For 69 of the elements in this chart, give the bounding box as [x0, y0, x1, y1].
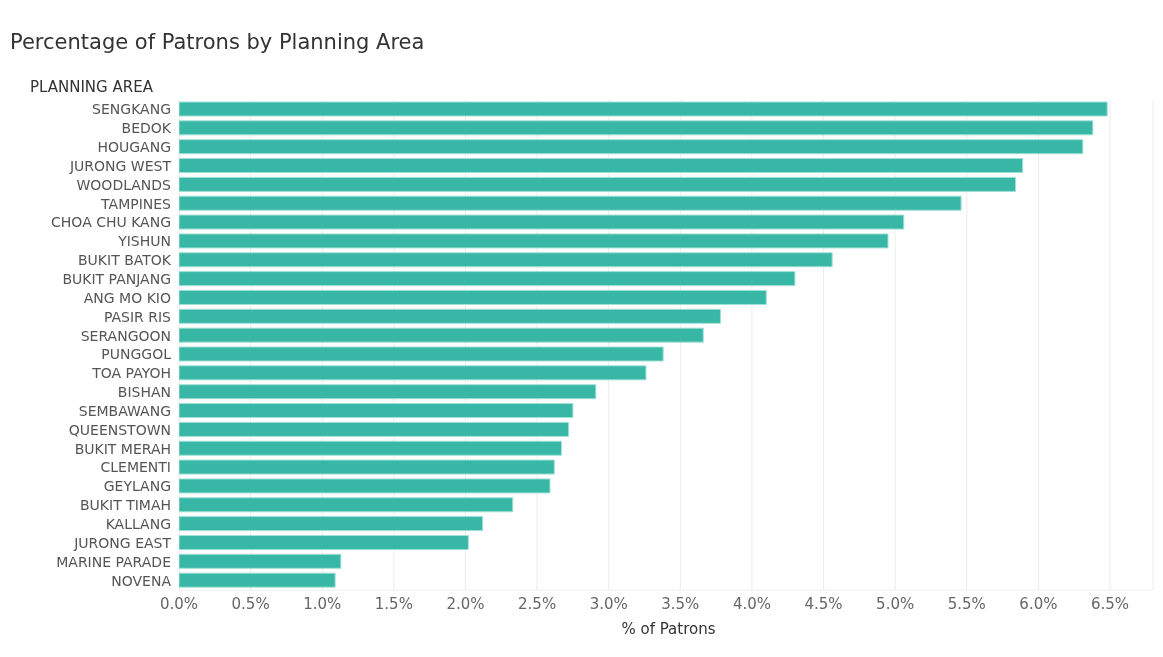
x-tick-label: 4.5% — [804, 594, 843, 613]
y-tick-label: SEMBAWANG — [78, 402, 171, 419]
bar — [179, 497, 514, 513]
x-tick-label: 1.0% — [303, 594, 342, 613]
bar — [179, 459, 555, 475]
bar — [179, 421, 570, 437]
bar — [179, 384, 597, 400]
x-tick-label: 0.0% — [159, 594, 199, 613]
x-tick-label: 6.5% — [1090, 594, 1130, 613]
bar — [179, 478, 551, 494]
bar — [179, 176, 1016, 192]
bar — [179, 214, 905, 230]
bar — [179, 327, 704, 343]
y-axis-title: PLANNING AREA — [30, 78, 153, 96]
y-tick-label: HOUGANG — [97, 139, 171, 156]
y-tick-label: JURONG EAST — [73, 534, 172, 551]
x-tick-label: 1.5% — [374, 594, 413, 613]
bar — [179, 158, 1024, 174]
x-tick-label: 6.0% — [1019, 594, 1058, 613]
bar — [179, 252, 833, 268]
y-tick-label: CLEMENTI — [100, 459, 171, 476]
bar — [179, 403, 574, 419]
bar — [179, 365, 647, 381]
y-tick-label: TAMPINES — [100, 195, 172, 212]
bar — [179, 308, 721, 324]
bar — [179, 553, 342, 569]
x-tick-label: 3.0% — [589, 594, 628, 613]
bar — [179, 139, 1084, 155]
y-tick-label: YISHUN — [117, 233, 171, 250]
y-tick-label: TOA PAYOH — [91, 365, 171, 382]
bar — [179, 516, 484, 532]
y-tick-label: BUKIT BATOK — [77, 252, 172, 269]
x-tick-label: 2.5% — [518, 594, 557, 613]
y-tick-label: MARINE PARADE — [56, 553, 171, 570]
y-tick-label: BUKIT PANJANG — [62, 271, 171, 288]
y-tick-label: CHOA CHU KANG — [51, 214, 171, 231]
bar — [179, 271, 796, 287]
x-tick-label: 5.0% — [876, 594, 915, 613]
x-tick-label: 2.0% — [446, 594, 485, 613]
x-axis-title: % of Patrons — [620, 620, 717, 638]
y-tick-label: GEYLANG — [103, 478, 171, 495]
chart-title: Percentage of Patrons by Planning Area — [10, 30, 425, 54]
bar — [179, 120, 1094, 136]
bar — [179, 346, 664, 362]
y-tick-label: BEDOK — [121, 120, 172, 137]
y-tick-label: NOVENA — [111, 572, 172, 589]
x-tick-label: 3.5% — [661, 594, 700, 613]
y-tick-label: PASIR RIS — [103, 308, 172, 325]
y-tick-label: BUKIT TIMAH — [79, 497, 171, 514]
bar — [179, 289, 767, 305]
bar — [179, 195, 962, 211]
bar — [179, 440, 562, 456]
y-tick-label: PUNGGOL — [101, 346, 172, 363]
y-tick-label: SENGKANG — [92, 101, 171, 118]
x-tick-label: 5.5% — [947, 594, 986, 613]
y-tick-label: SERANGOON — [80, 327, 171, 344]
bar — [179, 233, 889, 249]
x-tick-label: 4.0% — [732, 594, 771, 613]
y-tick-label: QUEENSTOWN — [68, 421, 171, 438]
y-tick-label: JURONG WEST — [68, 157, 172, 174]
y-tick-label: KALLANG — [105, 516, 171, 533]
y-tick-label: WOODLANDS — [76, 176, 172, 193]
bar — [179, 101, 1108, 117]
y-tick-label: ANG MO KIO — [83, 289, 171, 306]
y-tick-label: BUKIT MERAH — [74, 440, 171, 457]
bar — [179, 572, 336, 588]
bar — [179, 534, 469, 550]
y-tick-label: BISHAN — [117, 384, 171, 401]
x-tick-label: 0.5% — [231, 594, 270, 613]
